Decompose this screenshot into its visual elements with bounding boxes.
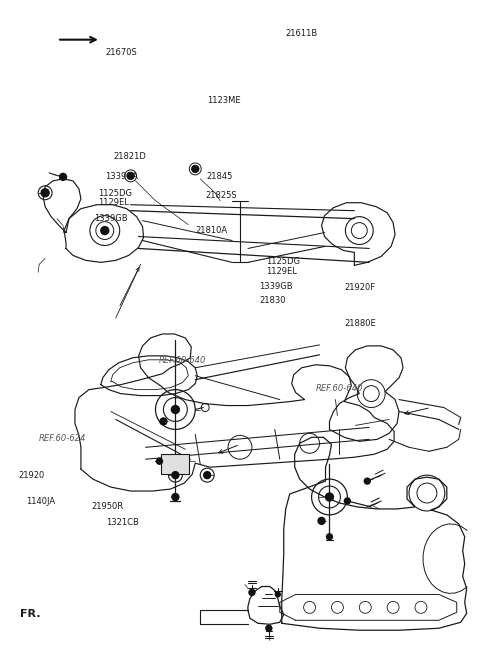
Text: 1321CB: 1321CB <box>107 517 139 526</box>
Text: REF.60-640: REF.60-640 <box>159 356 206 366</box>
Circle shape <box>60 173 67 181</box>
Circle shape <box>276 592 280 597</box>
Text: REF.60-640: REF.60-640 <box>315 384 363 392</box>
Text: 21880E: 21880E <box>344 319 376 328</box>
Text: FR.: FR. <box>21 610 41 619</box>
Circle shape <box>41 189 49 197</box>
Text: 1339GB: 1339GB <box>95 214 128 223</box>
Text: 1125DG: 1125DG <box>266 258 300 266</box>
Circle shape <box>364 478 370 484</box>
Text: 1125DG: 1125DG <box>98 188 132 198</box>
Text: 1339GB: 1339GB <box>259 282 293 291</box>
Circle shape <box>101 226 109 235</box>
Circle shape <box>318 517 325 525</box>
Circle shape <box>266 625 272 631</box>
Text: 1339CA: 1339CA <box>106 171 138 181</box>
Text: 21845: 21845 <box>206 171 233 181</box>
Circle shape <box>344 498 350 504</box>
Circle shape <box>171 405 180 413</box>
Text: 21611B: 21611B <box>285 29 318 38</box>
Circle shape <box>249 589 255 595</box>
Text: 21825S: 21825S <box>205 191 237 200</box>
Circle shape <box>172 472 179 479</box>
Text: 21830: 21830 <box>259 296 286 305</box>
Text: 21821D: 21821D <box>114 152 146 161</box>
Text: 1129EL: 1129EL <box>266 267 297 276</box>
Text: 21670S: 21670S <box>106 48 137 57</box>
Text: 21920: 21920 <box>18 471 44 480</box>
Circle shape <box>160 418 167 425</box>
Text: 21950R: 21950R <box>91 502 123 511</box>
Circle shape <box>172 494 179 500</box>
Circle shape <box>127 173 134 179</box>
Bar <box>161 455 189 474</box>
Text: 1140JA: 1140JA <box>26 498 55 506</box>
Text: REF.60-624: REF.60-624 <box>38 434 86 443</box>
Circle shape <box>192 165 199 173</box>
Text: 21810A: 21810A <box>195 226 227 235</box>
Circle shape <box>204 472 211 479</box>
Circle shape <box>326 534 333 540</box>
Circle shape <box>325 493 334 501</box>
Circle shape <box>156 458 162 464</box>
Text: 1129EL: 1129EL <box>98 198 129 207</box>
Text: 21920F: 21920F <box>344 283 375 292</box>
Text: 1123ME: 1123ME <box>207 96 241 105</box>
